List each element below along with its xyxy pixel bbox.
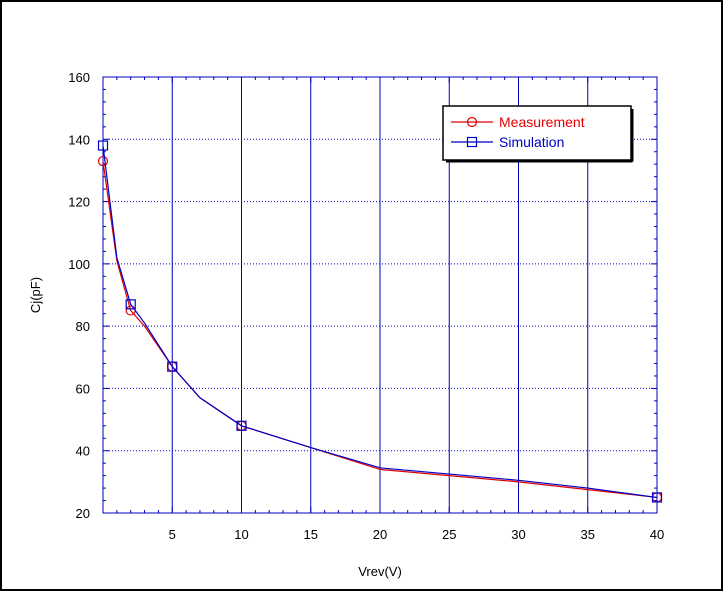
y-tick-label: 80 <box>76 319 90 334</box>
square-marker-icon <box>466 136 478 148</box>
y-tick-label: 100 <box>68 257 90 272</box>
data-point-marker <box>167 361 178 372</box>
y-tick-label: 40 <box>76 444 90 459</box>
series-layer <box>97 140 663 503</box>
y-tick-label: 20 <box>76 506 90 521</box>
data-point-marker <box>236 420 247 431</box>
legend-item-simulation: Simulation <box>451 134 564 150</box>
x-tick-label: 10 <box>234 527 248 542</box>
y-tick-label: 60 <box>76 381 90 396</box>
legend-label: Simulation <box>499 134 564 150</box>
tick-labels-layer: 5 10 15 20 25 30 35 40 20 40 60 80 100 120 140 160 <box>68 70 664 542</box>
y-axis-title: Cj(pF) <box>28 277 43 313</box>
x-tick-label: 40 <box>650 527 664 542</box>
x-tick-label: 25 <box>442 527 456 542</box>
x-tick-label: 30 <box>511 527 525 542</box>
x-axis-title: Vrev(V) <box>358 564 402 579</box>
data-point-marker <box>97 155 109 167</box>
series-line <box>102 145 658 499</box>
circle-marker-icon <box>466 116 478 128</box>
y-tick-label: 140 <box>68 132 90 147</box>
plot-area-border <box>102 76 658 514</box>
data-point-marker <box>651 492 663 503</box>
legend-item-measurement: Measurement <box>451 114 585 130</box>
x-tick-label: 15 <box>304 527 318 542</box>
x-tick-label: 5 <box>169 527 176 542</box>
series-simulation <box>97 140 663 503</box>
y-tick-label: 160 <box>68 70 90 85</box>
x-tick-label: 35 <box>581 527 595 542</box>
y-tick-label: 120 <box>68 195 90 210</box>
legend-label: Measurement <box>499 114 585 130</box>
x-tick-label: 20 <box>373 527 387 542</box>
legend-box <box>442 105 632 161</box>
data-point-marker <box>125 299 136 310</box>
data-point-marker <box>97 140 109 151</box>
legend-items: Measurement Simulation <box>451 114 585 150</box>
legend: Measurement Simulation <box>442 105 634 163</box>
